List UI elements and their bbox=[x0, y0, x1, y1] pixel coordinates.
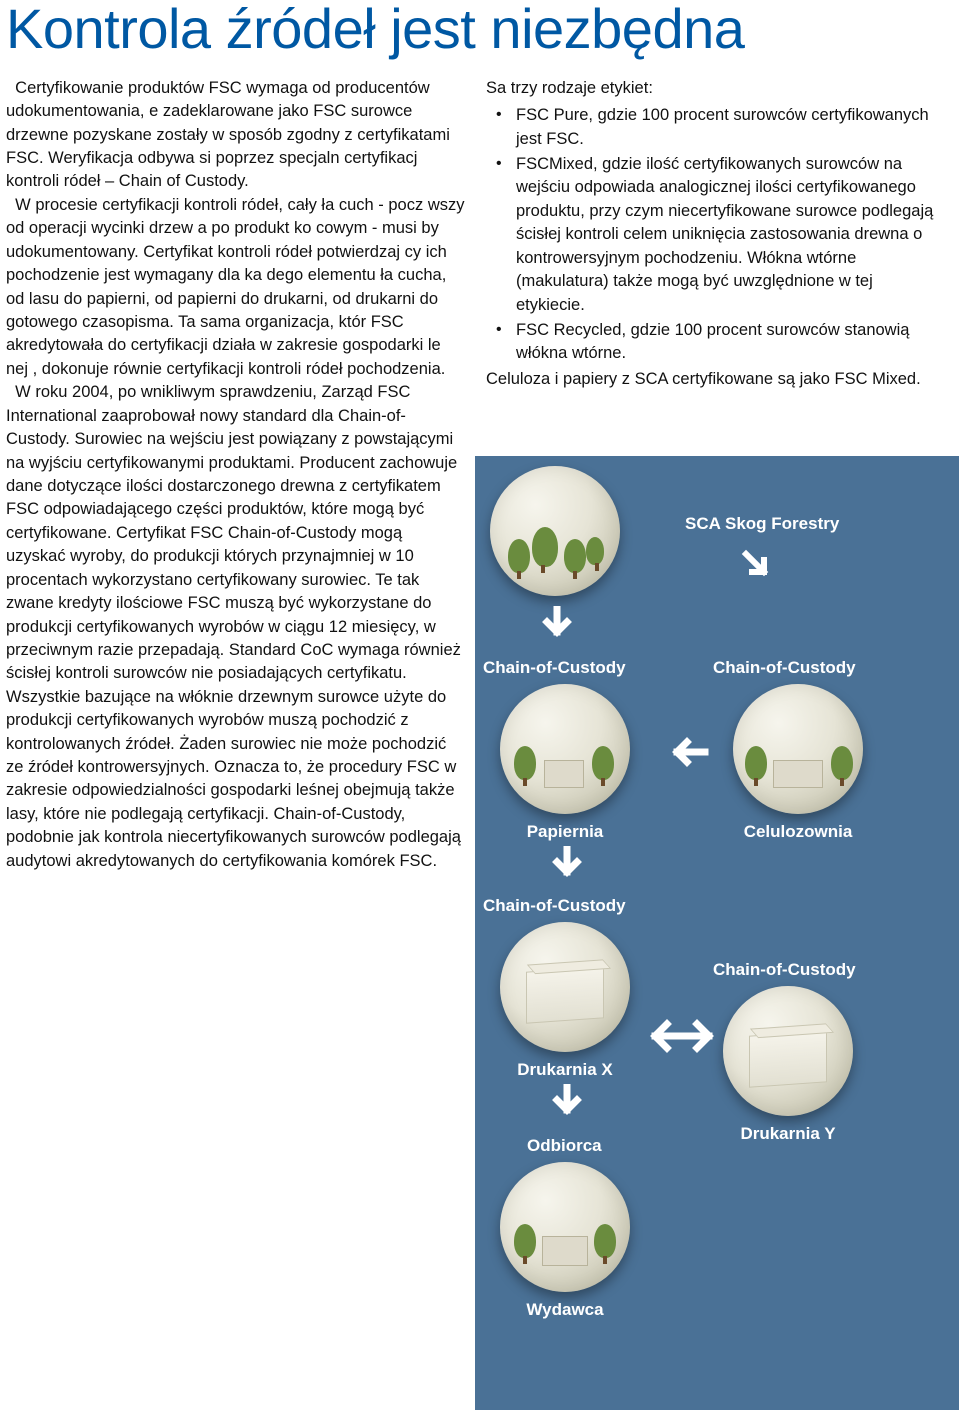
node-drukarnia-y: Drukarnia Y bbox=[723, 986, 853, 1144]
bullet-fsc-mixed: FSCMixed, gdzie ilość certyfikowanych su… bbox=[486, 153, 946, 317]
arrow-down-3-icon bbox=[551, 1084, 583, 1124]
left-column: Certyfikowanie produktów FSC wymaga od p… bbox=[6, 77, 466, 873]
node-wydawca: Wydawca bbox=[500, 1162, 630, 1320]
arrow-double-icon bbox=[647, 1016, 717, 1056]
wydawca-circle bbox=[500, 1162, 630, 1292]
left-para-2: W procesie certyfikacji kontroli ródeł, … bbox=[6, 194, 466, 381]
arrow-down-2-icon bbox=[551, 846, 583, 886]
wydawca-label: Wydawca bbox=[500, 1300, 630, 1320]
coc3-label: Chain-of-Custody bbox=[483, 896, 626, 916]
coc1-label: Chain-of-Custody bbox=[483, 658, 626, 678]
arrow-down-1-icon bbox=[541, 606, 573, 646]
papiernia-label: Papiernia bbox=[500, 822, 630, 842]
node-celulozownia: Celulozownia bbox=[733, 684, 863, 842]
left-para-3: W roku 2004, po wnikliwym sprawdzeniu, Z… bbox=[6, 381, 466, 873]
papiernia-circle bbox=[500, 684, 630, 814]
forestry-label: SCA Skog Forestry bbox=[685, 514, 839, 534]
supply-chain-diagram: SCA Skog Forestry Chain-of-Custody Chain… bbox=[475, 456, 959, 1410]
celulozownia-circle bbox=[733, 684, 863, 814]
label-types-list: FSC Pure, gdzie 100 procent surowców cer… bbox=[486, 104, 946, 366]
node-forestry bbox=[490, 466, 620, 596]
odbiorca-label: Odbiorca bbox=[527, 1136, 602, 1156]
bullet-fsc-recycled: FSC Recycled, gdzie 100 procent surowców… bbox=[486, 319, 946, 366]
right-intro: Sa trzy rodzaje etykiet: bbox=[486, 77, 946, 100]
arrow-left-icon bbox=[665, 736, 709, 768]
node-drukarnia-x: Drukarnia X bbox=[500, 922, 630, 1080]
arrow-forestry-down-icon bbox=[740, 548, 776, 584]
page-title: Kontrola źródeł jest niezbędna bbox=[0, 0, 960, 77]
drukarnia-y-circle bbox=[723, 986, 853, 1116]
coc2-label: Chain-of-Custody bbox=[713, 658, 856, 678]
left-para-1: Certyfikowanie produktów FSC wymaga od p… bbox=[6, 77, 466, 194]
drukarnia-y-label: Drukarnia Y bbox=[723, 1124, 853, 1144]
drukarnia-x-label: Drukarnia X bbox=[500, 1060, 630, 1080]
right-closing: Celuloza i papiery z SCA certyfikowane s… bbox=[486, 368, 946, 391]
coc4-label: Chain-of-Custody bbox=[713, 960, 856, 980]
celulozownia-label: Celulozownia bbox=[733, 822, 863, 842]
bullet-fsc-pure: FSC Pure, gdzie 100 procent surowców cer… bbox=[486, 104, 946, 151]
forestry-circle bbox=[490, 466, 620, 596]
node-papiernia: Papiernia bbox=[500, 684, 630, 842]
drukarnia-x-circle bbox=[500, 922, 630, 1052]
